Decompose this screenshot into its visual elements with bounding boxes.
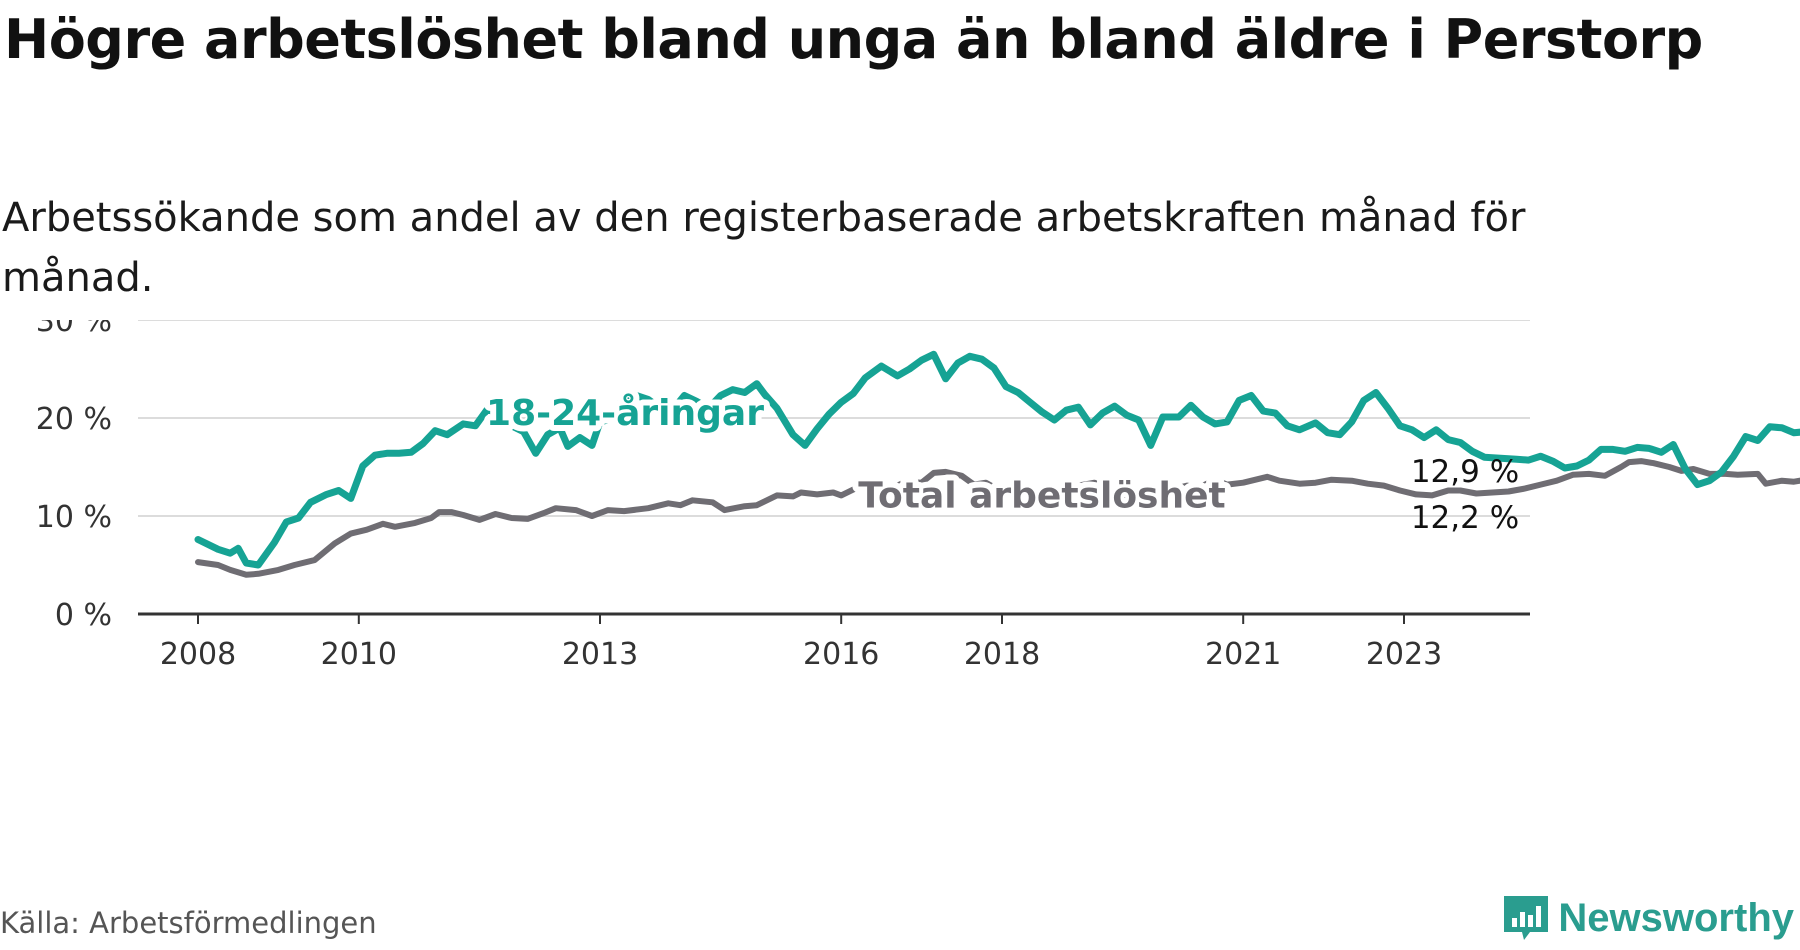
x-tick-label: 2013: [562, 637, 638, 672]
end-label-youth: 12,9 %: [1411, 454, 1519, 490]
series-label-total: Total arbetslöshet: [858, 475, 1226, 516]
series-line-total: [195, 458, 1800, 578]
source-note: Källa: Arbetsförmedlingen: [0, 906, 377, 940]
gridlines: [138, 320, 1530, 517]
end-label-total: 12,2 %: [1411, 500, 1519, 536]
x-tick-label: 2008: [160, 637, 236, 672]
x-tick-label: 2016: [803, 637, 879, 672]
y-tick-label: 0 %: [55, 598, 112, 633]
x-tick-label: 2021: [1205, 637, 1281, 672]
chart-title: Högre arbetslöshet bland unga än bland ä…: [4, 8, 1703, 71]
series-line-youth: [194, 350, 1800, 569]
chart-subtitle: Arbetssökande som andel av den registerb…: [2, 195, 1526, 301]
y-tick-label: 10 %: [36, 500, 112, 535]
x-tick-label: 2023: [1366, 637, 1442, 672]
line-chart: 0 % 10 % 20 % 30 % 2008 2010 2013 2016 2018 2021 2…: [36, 320, 1800, 672]
newsworthy-logo-icon: [1504, 896, 1549, 940]
x-axis: 0 % 10 % 20 % 30 % 2008 2010 2013 2016 2018 2021 2…: [36, 320, 1530, 672]
y-tick-label: 30 %: [36, 320, 112, 339]
brand-logo[interactable]: Newsworthy: [1504, 886, 1794, 950]
x-tick-label: 2018: [964, 637, 1040, 672]
chart-labels: Total arbetslöshet 18-24-åringar 12,9 % 12,…: [480, 387, 1519, 536]
y-tick-label: 20 %: [36, 402, 112, 437]
series-label-youth: 18-24-åringar: [486, 393, 764, 434]
brand-name: Newsworthy: [1558, 895, 1794, 940]
chart-series: [194, 350, 1800, 578]
x-tick-label: 2010: [321, 637, 397, 672]
